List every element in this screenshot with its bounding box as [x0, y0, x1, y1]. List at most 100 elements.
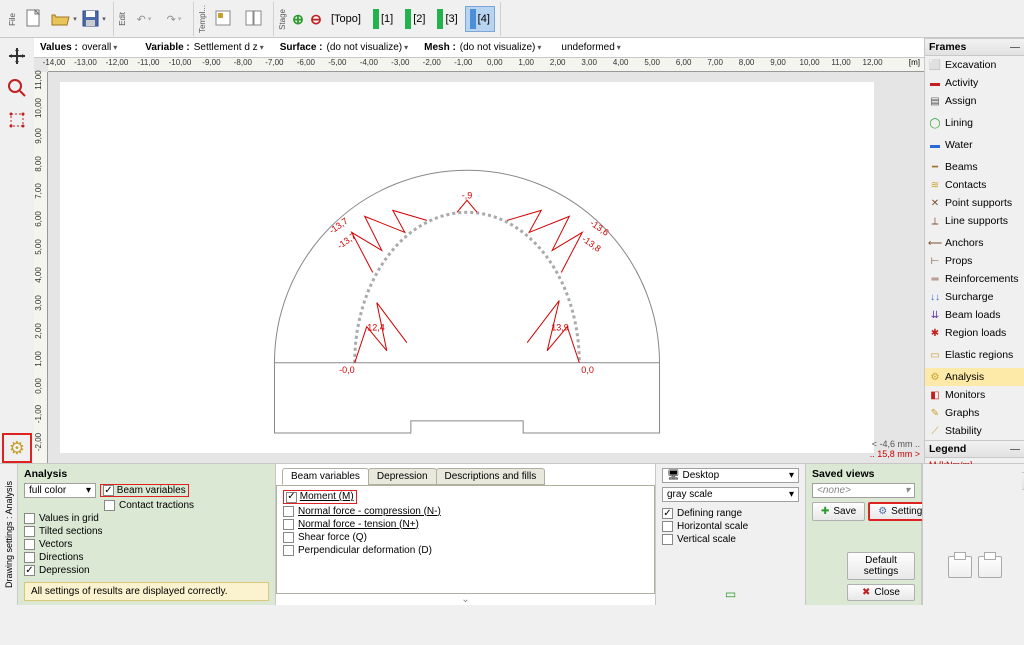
gear-icon: ⚙	[9, 438, 25, 459]
stage-4[interactable]: [4]	[465, 6, 495, 32]
pan-tool[interactable]	[3, 42, 31, 70]
frame-item-line-supports[interactable]: ⟂Line supports	[925, 212, 1024, 230]
frame-item-beam-loads[interactable]: ⇊Beam loads	[925, 306, 1024, 324]
vectors-checkbox[interactable]	[24, 539, 35, 550]
canvas[interactable]: Values : overall Variable : Settlement d…	[34, 38, 924, 463]
frame-item-props[interactable]: ⊢Props	[925, 252, 1024, 270]
frame-item-monitors[interactable]: ◧Monitors	[925, 386, 1024, 404]
hscale-checkbox[interactable]	[662, 521, 673, 532]
close-button[interactable]: ✖Close	[847, 584, 915, 601]
redo-button[interactable]: ↷▾	[160, 5, 188, 33]
frame-icon: ↓↓	[929, 291, 941, 303]
frame-icon: ⟋	[929, 425, 941, 437]
svg-text:12,4: 12,4	[367, 323, 385, 333]
frame-item-point-supports[interactable]: ✕ Point supports	[925, 194, 1024, 212]
color-mode-select[interactable]: full color▾	[24, 483, 96, 498]
perp-checkbox[interactable]	[283, 545, 294, 556]
template-button-1[interactable]	[210, 5, 238, 33]
defining-range-checkbox[interactable]	[662, 508, 673, 519]
saved-view-select[interactable]: <none>▾	[812, 483, 915, 498]
vscale-checkbox[interactable]	[662, 534, 673, 545]
beam-variables-pane: Beam variables Depression Descriptions a…	[276, 464, 656, 605]
frame-label: Props	[945, 255, 972, 267]
stage-label: Stage	[278, 7, 287, 32]
scale-select[interactable]: gray scale▾	[662, 487, 799, 502]
frame-item-reinforcements[interactable]: ═Reinforcements	[925, 270, 1024, 288]
saved-views-pane: Saved views <none>▾ ✚Save ⚙Settings Defa…	[806, 464, 922, 605]
frame-icon: ✱	[929, 327, 941, 339]
frame-label: Analysis	[945, 371, 984, 383]
zoom-tool[interactable]	[3, 74, 31, 102]
frame-label: Anchors	[945, 237, 984, 249]
undo-button[interactable]: ↶▾	[130, 5, 158, 33]
default-settings-button[interactable]: Default settings	[847, 552, 915, 580]
frame-label: Elastic regions	[945, 349, 1013, 361]
desktop-pane: 🖥 Desktop▾ gray scale▾ Defining range Ho…	[656, 464, 806, 605]
shear-checkbox[interactable]	[283, 532, 294, 543]
drawing-area[interactable]: -,9 -13,7 -13,7 -13,6 -13,8 12,4 13,9 -0…	[48, 72, 924, 463]
frame-item-activity[interactable]: ▬Activity	[925, 74, 1024, 92]
moment-checkbox[interactable]	[286, 492, 297, 503]
frame-item-elastic-regions[interactable]: ▭Elastic regions	[925, 346, 1024, 364]
tab-beam-variables[interactable]: Beam variables	[282, 468, 369, 485]
frame-label: Point supports	[945, 197, 1012, 209]
new-file-button[interactable]	[20, 5, 48, 33]
stage-2[interactable]: [2]	[400, 6, 430, 32]
frame-item-contacts[interactable]: ≋Contacts	[925, 176, 1024, 194]
frame-label: Beams	[945, 161, 978, 173]
stage-topo[interactable]: [Topo]	[326, 10, 366, 28]
drawing-settings-button[interactable]: ⚙	[2, 433, 32, 463]
frame-label: Water	[945, 139, 973, 151]
frame-label: Reinforcements	[945, 273, 1019, 285]
template-button-2[interactable]	[240, 5, 268, 33]
frame-item-region-loads[interactable]: ✱Region loads	[925, 324, 1024, 342]
tilted-sections-checkbox[interactable]	[24, 526, 35, 537]
minimize-icon[interactable]: —	[1010, 42, 1020, 53]
mesh-select[interactable]: (do not visualize)	[460, 42, 542, 53]
save-file-button[interactable]: ▾	[80, 5, 108, 33]
bottom-vertical-tab[interactable]: Drawing settings : Analysis	[0, 464, 18, 605]
nforce-c-checkbox[interactable]	[283, 506, 294, 517]
tab-depression[interactable]: Depression	[368, 468, 437, 485]
frame-item-surcharge[interactable]: ↓↓Surcharge	[925, 288, 1024, 306]
beam-variables-checkbox[interactable]	[103, 485, 114, 496]
frame-item-analysis[interactable]: ⚙ Analysis	[925, 368, 1024, 386]
surface-select[interactable]: (do not visualize)	[327, 42, 409, 53]
print-button-1[interactable]	[948, 556, 972, 578]
extents-tool[interactable]	[3, 106, 31, 134]
frame-icon: ▬	[929, 139, 941, 151]
open-file-button[interactable]: ▾	[50, 5, 78, 33]
nforce-t-checkbox[interactable]	[283, 519, 294, 530]
stage-1[interactable]: [1]	[368, 6, 398, 32]
frame-label: Stability	[945, 425, 982, 437]
frame-icon: ✕	[929, 197, 941, 209]
frame-item-graphs[interactable]: ✎Graphs	[925, 404, 1024, 422]
remove-stage-button[interactable]: ⊖	[308, 5, 324, 33]
frame-item-beams[interactable]: ━Beams	[925, 158, 1024, 176]
stage-3[interactable]: [3]	[432, 6, 462, 32]
frame-icon: ✎	[929, 407, 941, 419]
frame-item-lining[interactable]: ◯Lining	[925, 114, 1024, 132]
minimize-icon[interactable]: —	[1010, 444, 1020, 455]
contact-tractions-checkbox[interactable]	[104, 500, 115, 511]
variable-select[interactable]: Settlement d z	[194, 42, 264, 53]
frame-item-stability[interactable]: ⟋ Stability	[925, 422, 1024, 440]
frame-item-anchors[interactable]: ⟵Anchors	[925, 234, 1024, 252]
frame-item-excavation[interactable]: ⬜Excavation	[925, 56, 1024, 74]
frame-item-assign[interactable]: ▤Assign	[925, 92, 1024, 110]
add-stage-button[interactable]: ⊕	[290, 5, 306, 33]
print-button-2[interactable]	[978, 556, 1002, 578]
values-select[interactable]: overall	[82, 42, 117, 53]
frame-icon: ⚙	[929, 371, 941, 383]
depression-checkbox[interactable]	[24, 565, 35, 576]
values-in-grid-checkbox[interactable]	[24, 513, 35, 524]
directions-checkbox[interactable]	[24, 552, 35, 563]
template-group: Templ...	[194, 2, 274, 36]
frame-icon: ⬜	[929, 59, 941, 71]
tab-descriptions[interactable]: Descriptions and fills	[436, 468, 546, 485]
frames-head: Frames—	[925, 38, 1024, 56]
desktop-select[interactable]: 🖥 Desktop▾	[662, 468, 799, 483]
deform-select[interactable]: undeformed	[561, 42, 620, 53]
frame-item-water[interactable]: ▬ Water	[925, 136, 1024, 154]
save-view-button[interactable]: ✚Save	[812, 502, 865, 521]
